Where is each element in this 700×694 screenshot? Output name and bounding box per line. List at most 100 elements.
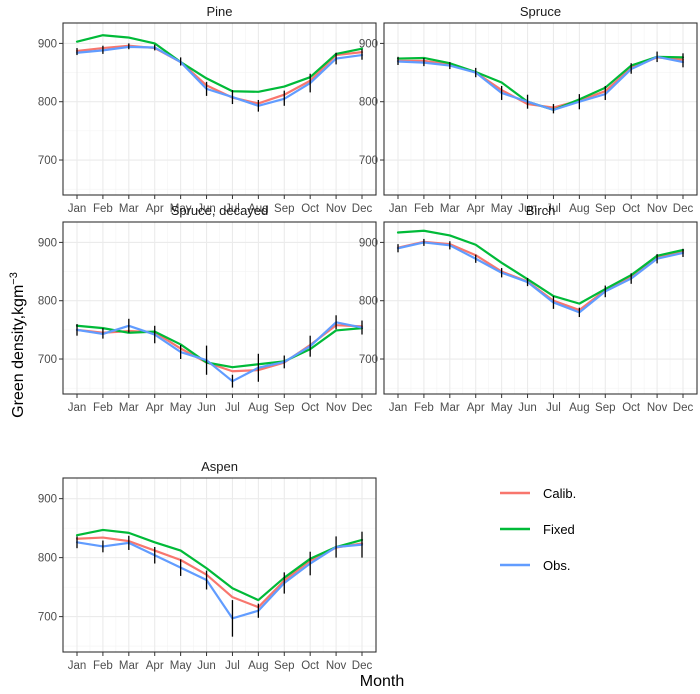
y-tick-label: 700 [359,155,378,167]
x-tick-label: Feb [93,402,113,414]
panel-title: Spruce, decayed [171,203,269,218]
series-line-fixed [75,34,364,93]
x-tick-label: Jul [225,203,240,215]
x-tick-label: Nov [647,402,668,414]
series-line-obs [396,241,685,314]
x-tick-label: Mar [440,402,460,414]
x-tick-label: Jul [225,402,240,414]
x-tick-label: Jul [546,402,561,414]
panel-spruce-decayed: Spruce, decayed 700 800 900 Jan Feb Mar Apr May J… [38,203,377,414]
panel-spruce: Spruce 700 800 900 Jan Feb Mar Apr May Jun Jul Aug S… [359,4,698,215]
y-axis-title-text: Green density,kgm [10,285,27,418]
panels: Pine 700 800 900 Jan Feb Mar Apr May Jun Jul Aug Sep… [38,4,698,672]
panel-border [383,221,698,395]
x-tick-label: Aug [248,402,268,414]
x-tick-label: Nov [326,402,347,414]
x-tick-label: Oct [301,203,320,215]
legend-label: Calib. [543,486,576,501]
x-tick-label: May [491,203,513,215]
x-tick-label: Dec [673,203,694,215]
x-tick-label: May [491,402,513,414]
x-tick-label: Jun [197,402,216,414]
x-tick-label: Oct [301,660,320,672]
y-tick-label: 800 [38,296,57,308]
x-tick-label: Dec [352,402,373,414]
x-tick-label: Nov [326,203,347,215]
x-tick-label: Mar [440,203,460,215]
series-line-obs [75,541,364,620]
panel-pine: Pine 700 800 900 Jan Feb Mar Apr May Jun Jul Aug Sep… [38,4,377,215]
x-tick-label: Aug [248,660,268,672]
series-line-obs [75,321,364,383]
x-tick-label: Mar [119,203,139,215]
panel-border [383,22,698,196]
y-tick-label: 700 [38,155,57,167]
x-tick-label: Nov [326,660,347,672]
y-tick-label: 900 [38,494,57,506]
legend-item-fixed: Fixed [500,522,575,537]
panel-border [62,477,377,653]
y-tick-label: 900 [38,237,57,249]
series-line-fixed [75,324,364,369]
x-tick-label: Mar [119,402,139,414]
x-tick-label: May [170,402,192,414]
x-axis-title: Month [360,673,404,690]
x-tick-label: Oct [622,402,641,414]
x-tick-label: Sep [595,203,615,215]
series-line-obs [75,45,364,107]
legend-label: Obs. [543,558,570,573]
y-tick-label: 900 [359,38,378,50]
x-tick-label: Feb [414,203,434,215]
x-tick-label: Sep [595,402,615,414]
x-tick-label: Jun [518,402,537,414]
panel-aspen: Aspen 700 800 900 Jan Feb Mar Apr May Jun Jul Aug Se… [38,459,377,672]
x-tick-label: Jan [389,203,408,215]
x-tick-label: Feb [414,402,434,414]
legend: Calib. Fixed Obs. [500,486,576,573]
x-tick-label: Jan [68,203,87,215]
panel-title: Spruce [520,4,561,19]
x-tick-label: Jan [389,402,408,414]
y-tick-label: 700 [359,354,378,366]
x-tick-label: Jun [518,203,537,215]
series-line-obs [396,55,685,111]
panel-birch: Birch 700 800 900 Jan Feb Mar Apr May Jun Jul Aug Se… [359,203,698,414]
series-line-calib [75,536,364,609]
panel-title: Aspen [201,459,238,474]
y-tick-label: 900 [38,38,57,50]
x-tick-label: Nov [647,203,668,215]
x-tick-label: Jul [225,660,240,672]
y-tick-label: 700 [38,612,57,624]
x-tick-label: Oct [301,402,320,414]
series-line-calib [75,44,364,105]
panel-border [62,221,377,395]
legend-item-obs: Obs. [500,558,570,573]
x-tick-label: Oct [622,203,641,215]
x-tick-label: Apr [467,402,485,414]
x-tick-label: Sep [274,402,294,414]
series-line-fixed [396,229,685,305]
y-tick-label: 900 [359,237,378,249]
y-tick-label: 800 [38,553,57,565]
panel-border [62,22,377,196]
y-tick-label: 700 [38,354,57,366]
x-tick-label: Dec [352,660,373,672]
x-tick-label: Aug [569,203,589,215]
x-tick-label: Dec [352,203,373,215]
y-tick-label: 800 [38,97,57,109]
x-tick-label: Feb [93,203,113,215]
x-tick-label: Feb [93,660,113,672]
x-tick-label: May [170,660,192,672]
x-tick-label: Jul [546,203,561,215]
x-tick-label: Mar [119,660,139,672]
series-line-fixed [75,528,364,602]
x-tick-label: Dec [673,402,694,414]
y-axis-title: Green density,kgm−3 [8,272,27,418]
panel-title: Pine [206,4,232,19]
x-tick-label: Sep [274,660,294,672]
x-tick-label: Aug [569,402,589,414]
x-tick-label: Apr [467,203,485,215]
x-tick-label: Jan [68,660,87,672]
x-tick-label: Sep [274,203,294,215]
